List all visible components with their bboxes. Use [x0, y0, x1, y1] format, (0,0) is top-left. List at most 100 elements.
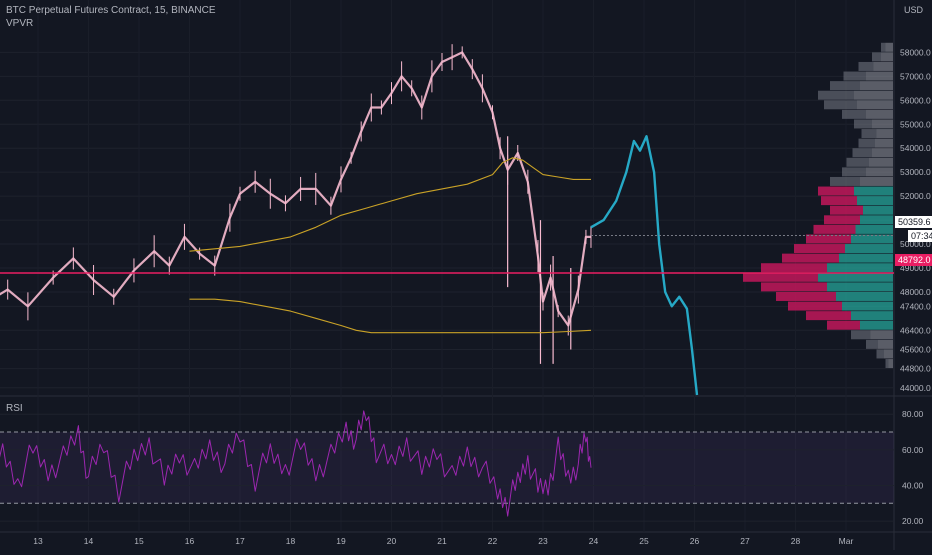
vp-bar-up [818, 272, 893, 282]
rsi-indicator-label[interactable]: RSI [6, 403, 23, 414]
vp-bar-up [851, 311, 893, 321]
vp-bar-down [824, 100, 857, 110]
vp-bar-down [821, 196, 857, 206]
vp-bar-down [761, 263, 827, 273]
time-tick-label: 18 [286, 536, 296, 546]
vp-bar-down [818, 186, 854, 196]
vp-bar-down [761, 282, 827, 292]
vp-bar-up [866, 167, 893, 177]
price-tick-label: 45600.0 [900, 344, 931, 354]
vpvr-histogram [743, 42, 893, 369]
vp-bar-down [852, 148, 872, 158]
vp-bar-up [854, 90, 893, 100]
vp-bar-down [876, 349, 884, 359]
time-tick-label: 27 [740, 536, 750, 546]
vp-bar-up [869, 157, 893, 167]
vp-bar-up [836, 291, 893, 301]
vp-bar-down [858, 61, 874, 71]
price-tick-label: 54000.0 [900, 143, 931, 153]
vp-bar-up [881, 52, 893, 62]
vp-bar-up [870, 330, 893, 340]
symbol-title[interactable]: BTC Perpetual Futures Contract, 15, BINA… [6, 5, 216, 16]
rsi-tick-label: 80.00 [902, 409, 924, 419]
vp-bar-up [851, 234, 893, 244]
candle-wicks [7, 44, 592, 364]
vp-bar-up [860, 81, 893, 91]
vp-bar-up [885, 42, 893, 52]
vp-bar-up [863, 205, 893, 215]
vp-bar-up [884, 349, 893, 359]
vp-bar-down [842, 167, 866, 177]
price-tick-label: 55000.0 [900, 119, 931, 129]
vp-bar-down [743, 272, 818, 282]
time-tick-label: 15 [134, 536, 144, 546]
vp-bar-down [794, 244, 845, 254]
time-tick-label: 14 [84, 536, 94, 546]
price-tick-label: 49000.0 [900, 263, 931, 273]
vp-bar-down [866, 339, 878, 349]
poc-price-label: 48792.0 [895, 254, 932, 266]
price-tick-label: 44000.0 [900, 383, 931, 393]
vp-bar-up [873, 61, 893, 71]
rsi-band-fill [0, 432, 894, 504]
vp-bar-down [830, 205, 863, 215]
vpvr-indicator-label[interactable]: VPVR [6, 18, 34, 29]
vp-bar-down [776, 291, 836, 301]
vp-bar-down [824, 215, 860, 225]
vp-bar-down [813, 224, 856, 234]
vp-bar-down [854, 119, 872, 129]
time-tick-label: 20 [387, 536, 397, 546]
price-tick-label: 53000.0 [900, 167, 931, 177]
vp-bar-down [830, 81, 860, 91]
vp-bar-up [875, 138, 893, 148]
vp-bar-up [860, 320, 893, 330]
vp-bar-down [782, 253, 839, 263]
vp-bar-down [806, 234, 851, 244]
vp-bar-up [854, 186, 893, 196]
bar-countdown-label: 07:34 [908, 230, 932, 242]
time-tick-label: 28 [791, 536, 801, 546]
time-tick-label: 26 [690, 536, 700, 546]
rsi-tick-label: 60.00 [902, 445, 924, 455]
price-tick-label: 58000.0 [900, 47, 931, 57]
vp-bar-down [806, 311, 851, 321]
vp-bar-down [885, 359, 889, 369]
vwap-band-line [189, 157, 591, 252]
vp-bar-up [866, 71, 893, 81]
time-tick-label: 17 [235, 536, 245, 546]
currency-selector[interactable]: USD [904, 5, 924, 15]
projection-line [590, 134, 699, 396]
time-tick-label: 24 [589, 536, 599, 546]
price-tick-label: 44800.0 [900, 364, 931, 374]
price-tick-label: 48000.0 [900, 287, 931, 297]
price-tick-label: 52000.0 [900, 191, 931, 201]
time-tick-label: 23 [538, 536, 548, 546]
time-tick-label: 13 [33, 536, 43, 546]
vp-bar-up [839, 253, 893, 263]
vp-bar-up [827, 282, 893, 292]
vp-bar-up [860, 176, 893, 186]
vp-bar-down [842, 109, 866, 119]
last-price-label: 50359.6 [895, 216, 932, 228]
vp-bar-up [827, 263, 893, 273]
rsi-tick-label: 20.00 [902, 516, 924, 526]
time-tick-label: 21 [437, 536, 447, 546]
price-tick-label: 47400.0 [900, 301, 931, 311]
vp-bar-up [872, 148, 893, 158]
vp-bar-down [881, 42, 886, 52]
rsi-tick-label: 40.00 [902, 480, 924, 490]
vp-bar-down [851, 330, 871, 340]
vp-bar-up [878, 339, 893, 349]
time-tick-label: Mar [839, 536, 854, 546]
vwap-band-line [189, 298, 592, 334]
vp-bar-up [872, 119, 893, 129]
price-tick-label: 50000.0 [900, 239, 931, 249]
vp-bar-down [861, 129, 877, 139]
time-tick-label: 22 [488, 536, 498, 546]
rsi-panel [0, 410, 894, 522]
vp-bar-down [788, 301, 842, 311]
vp-bar-up [860, 215, 893, 225]
vp-bar-up [876, 129, 893, 139]
